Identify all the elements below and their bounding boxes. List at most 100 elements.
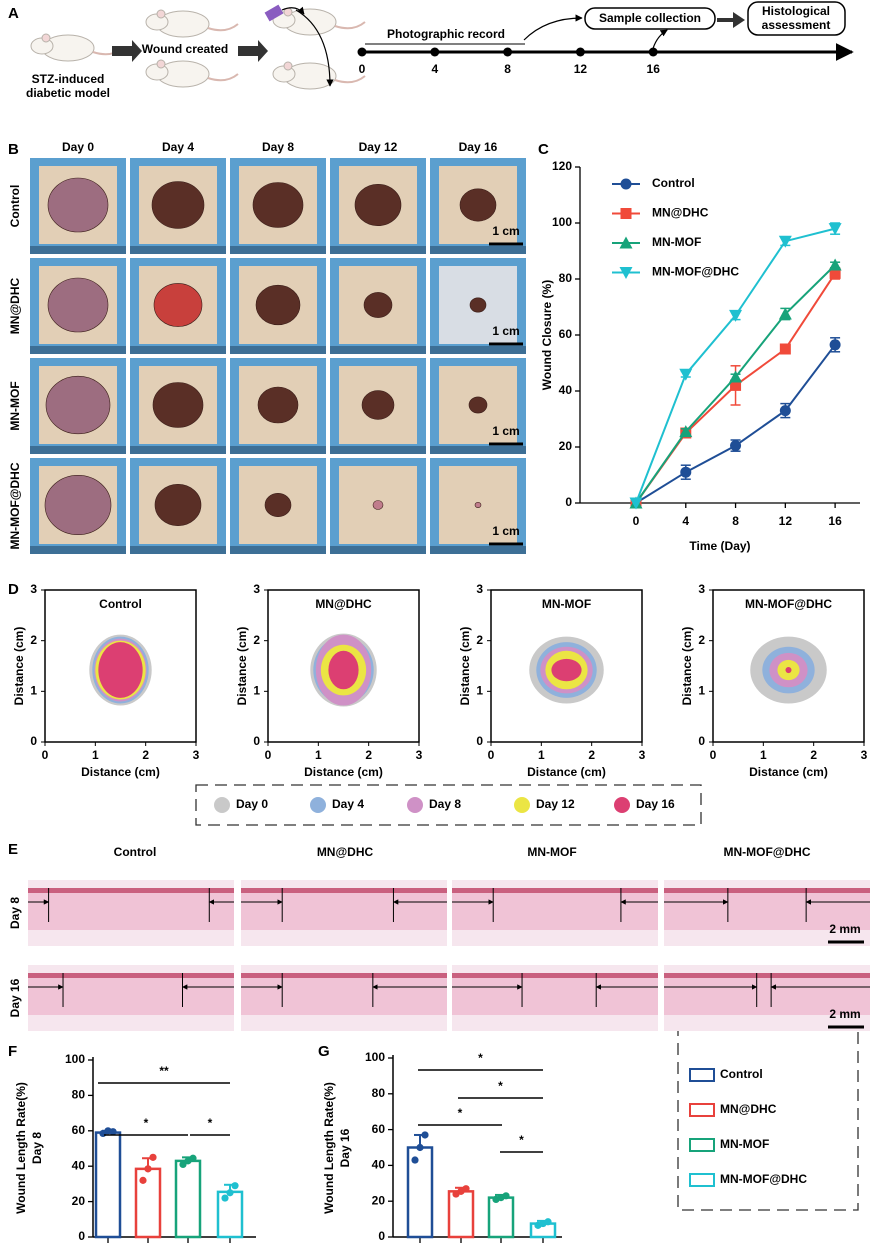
scale-label: 1 cm xyxy=(492,224,519,238)
row-label: Control xyxy=(8,185,22,228)
y-axis-label: Day 16 xyxy=(338,1128,352,1167)
model-label: diabetic model xyxy=(26,86,110,100)
y-tick-label: 3 xyxy=(698,582,705,596)
x-axis-label: Distance (cm) xyxy=(304,765,383,779)
legend-label: MN-MOF@DHC xyxy=(652,265,739,279)
photo-ruler xyxy=(430,246,526,254)
histology-epidermis xyxy=(28,888,234,893)
process-arrow xyxy=(112,40,142,62)
y-tick-label: 60 xyxy=(559,327,573,341)
data-point xyxy=(179,1160,187,1169)
column-header: Day 0 xyxy=(62,140,94,154)
x-tick-label: 2 xyxy=(365,748,372,762)
marker xyxy=(778,307,792,320)
legend-label: MN-MOF xyxy=(652,235,701,249)
plot-frame xyxy=(44,589,197,743)
wound xyxy=(459,188,497,222)
histology-dermis xyxy=(28,890,234,930)
data-point xyxy=(544,1218,552,1226)
y-tick-label: 2 xyxy=(476,633,483,647)
y-tick-label: 1 xyxy=(698,684,705,698)
photo-ruler xyxy=(330,446,426,454)
scale-label: 2 mm xyxy=(829,922,860,936)
legend-label: MN-MOF xyxy=(720,1137,769,1151)
plot-title: MN-MOF@DHC xyxy=(745,597,832,611)
y-tick-label: 0 xyxy=(78,1229,85,1243)
bar xyxy=(487,1196,515,1239)
timeline-label: 8 xyxy=(504,62,511,76)
plot-frame xyxy=(267,589,420,743)
timeline-point xyxy=(575,47,585,57)
y-axis-label: Day 8 xyxy=(30,1132,44,1164)
y-tick-label: 80 xyxy=(559,271,573,285)
y-tick-label: 20 xyxy=(72,1194,86,1208)
y-tick-label: 120 xyxy=(552,159,572,173)
x-tick-label: 2 xyxy=(810,748,817,762)
scale-label: 1 cm xyxy=(492,324,519,338)
histology-epidermis xyxy=(28,973,234,978)
photo-ruler xyxy=(130,446,226,454)
x-tick-label: 1 xyxy=(760,748,767,762)
x-tick-label: 0 xyxy=(633,514,640,528)
data-point xyxy=(226,1189,234,1197)
row-label: MN@DHC xyxy=(8,277,22,334)
y-tick-label: 0 xyxy=(253,734,260,748)
wound xyxy=(47,277,109,333)
data-point xyxy=(411,1156,419,1164)
photo-ruler xyxy=(430,546,526,554)
wound xyxy=(468,396,488,414)
rat-ear xyxy=(156,59,166,69)
histology-epidermis xyxy=(664,973,870,978)
sample-arrow xyxy=(523,14,583,41)
y-axis-label: Wound Closure (%) xyxy=(540,280,554,390)
x-axis-label: Distance (cm) xyxy=(81,765,160,779)
microneedle-icon xyxy=(264,4,284,22)
wound xyxy=(47,177,109,233)
wound xyxy=(255,284,301,326)
process-arrow xyxy=(238,40,268,62)
photo-ruler xyxy=(30,446,126,454)
y-axis-label: Distance (cm) xyxy=(235,627,249,706)
legend-label: MN@DHC xyxy=(652,206,709,220)
bar xyxy=(174,1159,202,1239)
row-label: MN-MOF@DHC xyxy=(8,462,22,549)
x-tick-label: 0 xyxy=(265,748,272,762)
bar xyxy=(447,1190,475,1239)
wound xyxy=(474,501,482,508)
y-tick-label: 60 xyxy=(372,1122,386,1136)
y-axis-label: Wound Length Rate(%) xyxy=(322,1082,336,1214)
photo-ruler xyxy=(130,546,226,554)
y-tick-label: 3 xyxy=(253,582,260,596)
column-header: Day 16 xyxy=(459,140,498,154)
histology-epidermis xyxy=(452,973,658,978)
legend-label: MN@DHC xyxy=(720,1102,777,1116)
legend-label: Day 16 xyxy=(636,797,675,811)
column-header: Day 4 xyxy=(162,140,194,154)
photo-ruler xyxy=(230,546,326,554)
y-tick-label: 0 xyxy=(378,1229,385,1243)
scale-label: 1 cm xyxy=(492,424,519,438)
y-tick-label: 40 xyxy=(372,1158,386,1172)
sig-label: * xyxy=(144,1116,149,1130)
row-label: Day 8 xyxy=(8,897,22,929)
y-tick-label: 40 xyxy=(559,383,573,397)
y-tick-label: 100 xyxy=(365,1050,385,1064)
panel-label: C xyxy=(538,141,549,158)
sample-label: Sample collection xyxy=(599,11,701,25)
y-tick-label: 40 xyxy=(72,1158,86,1172)
column-header: MN-MOF xyxy=(527,845,576,859)
sig-label: * xyxy=(519,1133,524,1147)
column-header: Day 12 xyxy=(359,140,398,154)
data-point xyxy=(502,1192,510,1200)
timeline-label: 12 xyxy=(574,62,588,76)
y-tick-label: 3 xyxy=(30,582,37,596)
wound xyxy=(44,474,112,535)
legend-label: Control xyxy=(652,176,695,190)
marker xyxy=(629,497,643,510)
histology-epidermis xyxy=(241,888,447,893)
histo-arrow xyxy=(717,12,745,28)
y-tick-label: 0 xyxy=(30,734,37,748)
x-axis-label: Distance (cm) xyxy=(527,765,606,779)
wound xyxy=(151,181,205,229)
rat-tail xyxy=(207,23,239,32)
